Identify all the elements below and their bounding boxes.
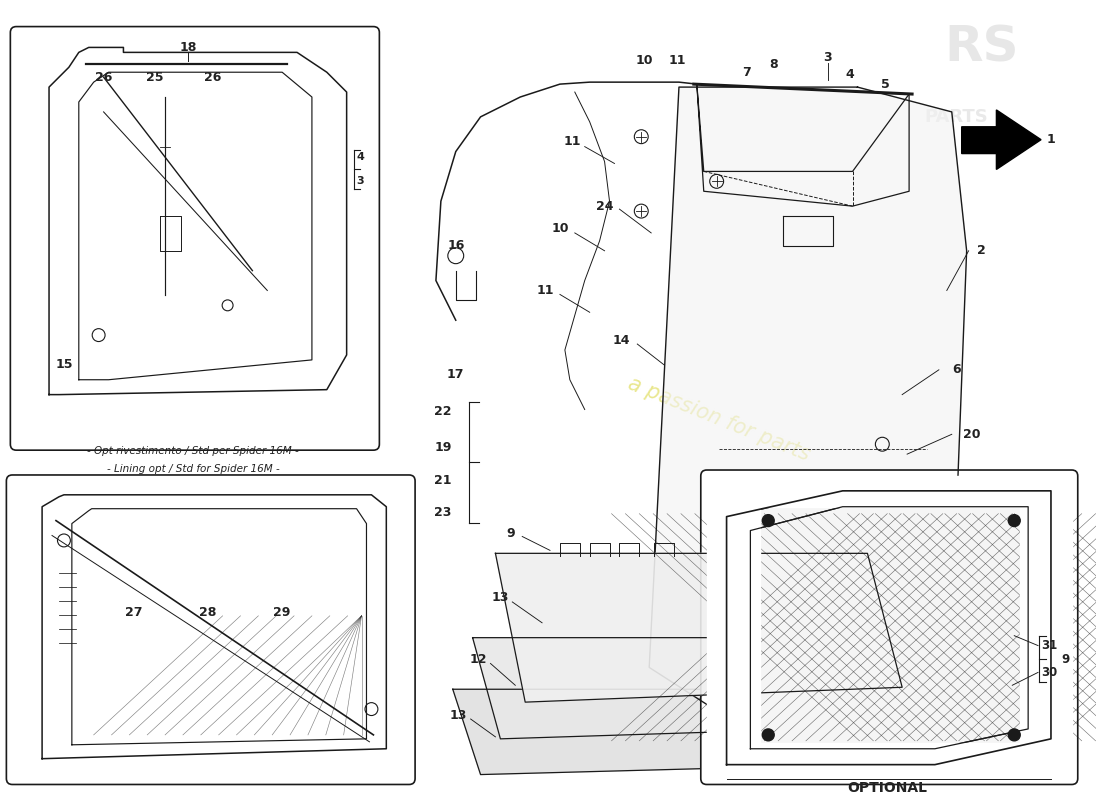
Polygon shape <box>453 690 852 774</box>
Polygon shape <box>1020 476 1071 778</box>
Text: 3: 3 <box>356 176 364 186</box>
Text: 15: 15 <box>55 358 73 371</box>
FancyBboxPatch shape <box>7 475 415 785</box>
Text: 13: 13 <box>492 591 509 605</box>
Text: 4: 4 <box>356 151 364 162</box>
Text: 10: 10 <box>551 222 569 235</box>
Text: 27: 27 <box>124 606 142 619</box>
Text: 21: 21 <box>434 474 452 487</box>
Text: 6: 6 <box>953 363 961 376</box>
Text: since 1985: since 1985 <box>739 472 837 526</box>
Text: 14: 14 <box>613 334 630 346</box>
Text: 9: 9 <box>1060 653 1069 666</box>
Text: 4: 4 <box>845 68 854 81</box>
Text: - Opt rivestimento / Std per Spider 16M -: - Opt rivestimento / Std per Spider 16M … <box>87 446 299 456</box>
Text: 5: 5 <box>881 78 890 90</box>
Text: - Lining opt / Std for Spider 16M -: - Lining opt / Std for Spider 16M - <box>107 464 279 474</box>
FancyBboxPatch shape <box>701 470 1078 785</box>
Text: 2: 2 <box>977 244 986 258</box>
Text: 12: 12 <box>470 653 487 666</box>
Text: 26: 26 <box>95 70 112 84</box>
Polygon shape <box>727 491 1050 765</box>
Text: 11: 11 <box>537 284 553 297</box>
Text: 11: 11 <box>563 135 581 148</box>
Text: 30: 30 <box>1041 666 1057 679</box>
Text: 24: 24 <box>596 200 614 213</box>
Circle shape <box>762 729 774 741</box>
Text: 18: 18 <box>179 41 197 54</box>
Polygon shape <box>706 476 1071 506</box>
Text: 31: 31 <box>1041 639 1057 652</box>
Polygon shape <box>495 554 902 702</box>
Text: 3: 3 <box>824 51 832 64</box>
Circle shape <box>1009 729 1020 741</box>
Text: 13: 13 <box>450 709 468 722</box>
Polygon shape <box>706 743 1071 778</box>
Text: 10: 10 <box>636 54 653 67</box>
Circle shape <box>762 514 774 526</box>
Text: 23: 23 <box>434 506 452 519</box>
Text: a passion for parts: a passion for parts <box>625 374 813 465</box>
Polygon shape <box>473 638 876 739</box>
Text: 11: 11 <box>668 54 685 67</box>
Text: 19: 19 <box>434 441 452 454</box>
Text: 8: 8 <box>769 58 778 70</box>
Text: 7: 7 <box>742 66 751 78</box>
Text: 26: 26 <box>204 70 221 84</box>
Text: 1: 1 <box>1046 133 1055 146</box>
Circle shape <box>1009 514 1020 526</box>
Text: 17: 17 <box>447 368 464 382</box>
Polygon shape <box>649 87 967 712</box>
Text: 20: 20 <box>962 428 980 441</box>
Text: 28: 28 <box>199 606 217 619</box>
Text: OPTIONAL: OPTIONAL <box>847 782 927 795</box>
Text: 16: 16 <box>447 239 464 252</box>
Text: 22: 22 <box>434 405 452 418</box>
FancyBboxPatch shape <box>10 26 379 450</box>
Text: RS: RS <box>944 23 1019 71</box>
Polygon shape <box>961 110 1041 170</box>
Polygon shape <box>706 476 760 778</box>
Text: PARTS: PARTS <box>925 108 989 126</box>
Text: 29: 29 <box>274 606 290 619</box>
Text: 9: 9 <box>506 527 515 540</box>
Text: 25: 25 <box>146 70 164 84</box>
